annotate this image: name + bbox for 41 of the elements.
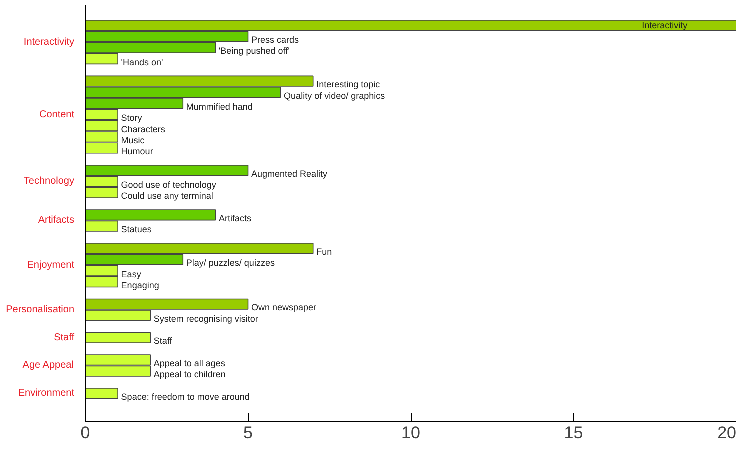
x-tick-label: 5 [244,424,253,442]
bar [86,388,118,400]
text: Interactivity [24,36,75,48]
y-tick-label: Easy [121,269,142,280]
y-tick-label: Could use any terminal [121,191,214,202]
text: Environment [18,388,75,400]
y-tick-label: Staff [154,336,173,346]
text: Artifacts [38,215,75,226]
bar [86,332,151,344]
text: Staff [54,332,75,344]
y-tick-label: Engaging [121,280,160,290]
y-tick-label: Characters [121,124,166,134]
text: Technology [24,176,75,188]
y-tick-label: Good use of technology [121,180,217,190]
y-tick-label: Humour [121,146,154,157]
y-tick-label: Interesting topic [316,80,381,90]
y-tick-label: Statues [121,224,152,235]
x-tick-label: 20 [718,424,736,442]
text: Content [39,109,75,120]
y-tick-label: 'Being pushed off' [218,46,290,56]
y-tick-label: Appeal to all ages [154,358,226,369]
y-tick-label: Press cards [252,35,300,46]
text: Age Appeal [22,360,74,372]
y-tick-label: Fun [316,246,332,257]
x-tick-label: 0 [80,424,90,442]
y-tick-label: Own newspaper [252,302,317,313]
y-tick-label: Augmented Reality [252,168,328,179]
y-tick-label: Music [121,135,146,146]
y-tick-label: System recognising visitor [154,314,258,324]
text: Personalisation [6,304,74,316]
x-tick-label: 10 [402,424,420,442]
y-tick-label: Play/ puzzles/ quizzes [186,258,276,268]
y-tick-label: 'Hands on' [121,57,164,68]
text: Enjoyment [27,260,75,271]
y-tick-label: Mummified hand [186,102,253,112]
y-tick-label: Artifacts [218,214,252,224]
x-tick-label: 15 [564,424,584,442]
y-tick-label: Story [121,113,143,124]
y-tick-label: Appeal to children [154,370,226,380]
y-tick-label: Space: freedom to move around [121,392,250,402]
y-tick-label: Quality of video/ graphics [284,90,386,101]
